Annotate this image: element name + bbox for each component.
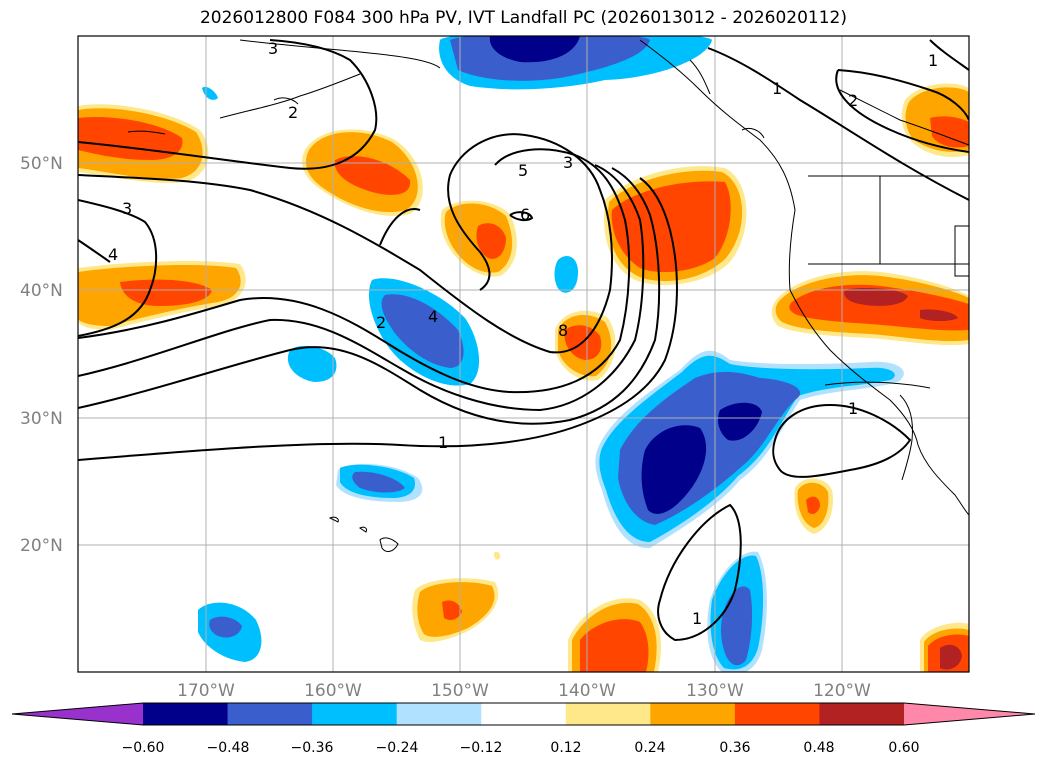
lat-label-20n: 20°N	[20, 536, 63, 556]
contour-label: 1	[772, 79, 782, 98]
colorbar-cell	[819, 703, 905, 725]
lon-label-130w: 130°W	[686, 681, 744, 701]
colorbar-tick: −0.24	[376, 740, 419, 756]
contour-label: 8	[558, 321, 568, 340]
contour-label: 6	[520, 205, 530, 224]
lon-label-160w: 160°W	[304, 681, 362, 701]
coastlines	[127, 39, 969, 552]
contour-label: 2	[848, 91, 858, 110]
colorbar-labels: −0.60 −0.48 −0.36 −0.24 −0.12 0.12 0.24 …	[122, 740, 920, 756]
lat-label-30n: 30°N	[20, 409, 63, 429]
contour-label: 3	[122, 199, 132, 218]
map-title: 2026012800 F084 300 hPa PV, IVT Landfall…	[199, 8, 847, 28]
pv-contours	[78, 39, 969, 642]
contour-label: 2	[376, 313, 386, 332]
colorbar-cell	[143, 703, 229, 725]
colorbar-cell	[481, 703, 567, 725]
colorbar-tick: −0.12	[460, 740, 503, 756]
lat-label-40n: 40°N	[20, 281, 63, 301]
contour-label: 1	[692, 609, 702, 628]
contour-label: 5	[518, 161, 528, 180]
lon-label-120w: 120°W	[813, 681, 871, 701]
contour-label: 4	[108, 245, 118, 264]
contour-label: 3	[563, 153, 573, 172]
colorbar-cell	[734, 703, 820, 725]
contour-label: 1	[438, 433, 448, 452]
colorbar-tick: 0.12	[550, 740, 581, 756]
lon-label-140w: 140°W	[558, 681, 616, 701]
contour-label: 1	[928, 51, 938, 70]
latitude-labels: 50°N 40°N 30°N 20°N	[20, 154, 63, 556]
map-frame	[77, 35, 970, 673]
contour-labels: 3 2 3 4 5 3 6 2 4 8 1 1 1 1 2 1	[108, 39, 938, 628]
longitude-labels: 170°W 160°W 150°W 140°W 130°W 120°W	[177, 681, 871, 701]
colorbar-cell	[396, 703, 482, 725]
colorbar-cell	[565, 703, 651, 725]
contour-label: 2	[288, 103, 298, 122]
colorbar-tick: 0.48	[803, 740, 834, 756]
contour-label: 1	[848, 399, 858, 418]
colorbar-extend-low	[12, 703, 143, 725]
colorbar-cell	[227, 703, 313, 725]
lat-label-50n: 50°N	[20, 154, 63, 174]
colorbar-extend-high	[904, 703, 1035, 725]
contour-label: 3	[268, 39, 278, 58]
ivt-shading	[78, 36, 969, 672]
colorbar-cell	[312, 703, 398, 725]
colorbar-tick: −0.60	[122, 740, 165, 756]
colorbar-tick: 0.60	[888, 740, 919, 756]
lon-label-150w: 150°W	[431, 681, 489, 701]
contour-label: 4	[428, 307, 438, 326]
colorbar: −0.60 −0.48 −0.36 −0.24 −0.12 0.12 0.24 …	[11, 702, 1036, 756]
colorbar-tick: 0.36	[719, 740, 750, 756]
lon-label-170w: 170°W	[177, 681, 235, 701]
colorbar-tick: −0.36	[291, 740, 334, 756]
colorbar-tick: 0.24	[634, 740, 665, 756]
colorbar-tick: −0.48	[207, 740, 250, 756]
colorbar-cell	[650, 703, 736, 725]
graticule	[78, 36, 969, 672]
map-panel	[78, 36, 969, 672]
colorbar-cells	[12, 703, 1035, 725]
colorbar-outline	[11, 702, 1036, 726]
